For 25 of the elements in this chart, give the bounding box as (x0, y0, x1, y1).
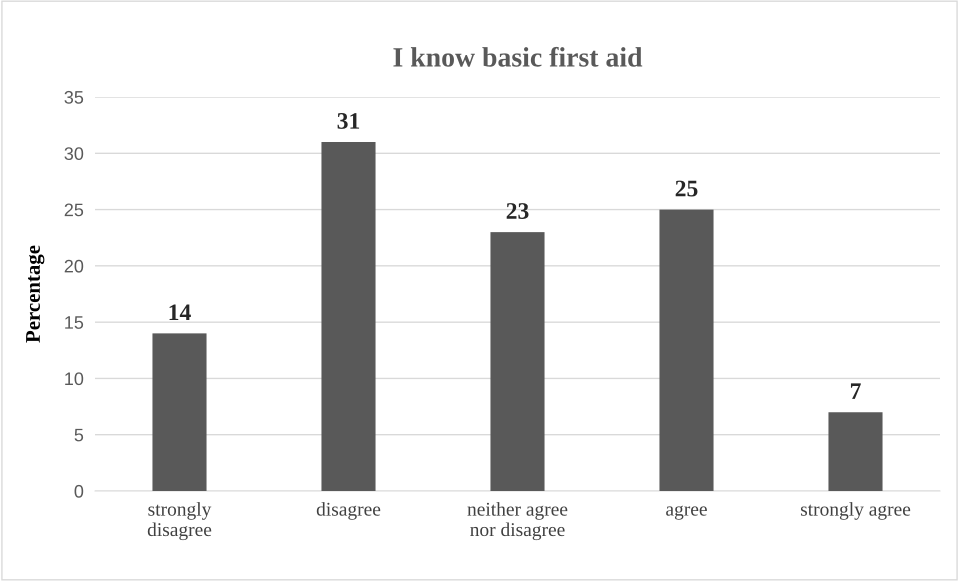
x-tick-label: neither agree nor disagree (467, 502, 568, 540)
y-tick-label: 35 (64, 90, 84, 104)
bar (659, 210, 714, 491)
x-tick-label: disagree (316, 502, 380, 520)
y-tick-label: 25 (64, 204, 84, 216)
data-label: 25 (676, 180, 698, 196)
data-label: 31 (338, 113, 360, 129)
chart-title: I know basic first aid (393, 46, 642, 67)
bar (490, 232, 545, 491)
y-tick-label: 15 (65, 316, 84, 329)
x-tick-label: strongly disagree (148, 502, 212, 540)
y-tick-label: 5 (74, 428, 84, 442)
data-label: 23 (506, 203, 528, 219)
data-label: 14 (170, 304, 191, 320)
x-tick-label: agree (666, 506, 707, 520)
bar (828, 412, 883, 491)
data-label: 7 (850, 383, 861, 399)
y-tick-label: 0 (74, 484, 84, 498)
y-tick-label: 30 (64, 147, 84, 160)
x-tick-label: strongly agree (800, 502, 910, 520)
y-axis-title: Percentage (26, 246, 44, 343)
y-tick-label: 20 (64, 260, 84, 273)
y-tick-label: 10 (65, 372, 84, 386)
bar (152, 333, 207, 491)
bar (321, 142, 376, 491)
